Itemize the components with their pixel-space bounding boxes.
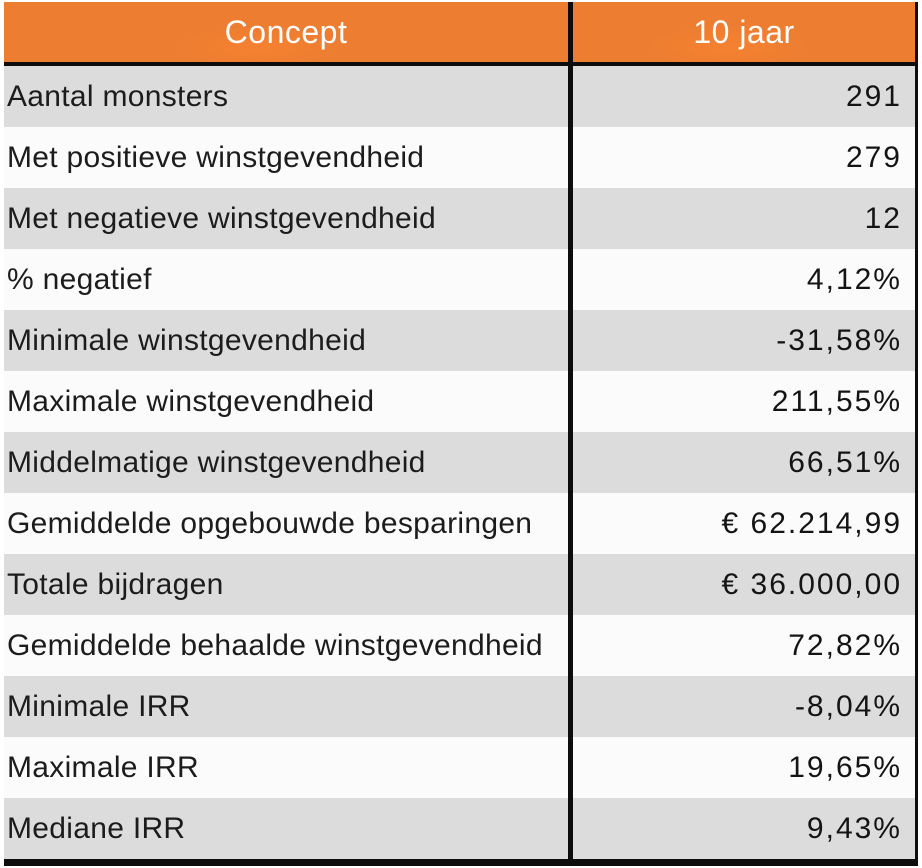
row-label: Middelmatige winstgevendheid [7, 445, 426, 479]
row-label: Met negatieve winstgevendheid [7, 201, 436, 235]
row-label: Aantal monsters [7, 79, 229, 113]
header-cell-period: 10 jaar [568, 2, 915, 62]
table-row: Maximale winstgevendheid 211,55% [4, 371, 915, 432]
row-label: Minimale winstgevendheid [7, 323, 367, 357]
row-label: % negatief [7, 262, 152, 296]
row-label: Met positieve winstgevendheid [7, 140, 425, 174]
table-row: % negatief 4,12% [4, 249, 915, 310]
row-label: Mediane IRR [7, 811, 186, 845]
row-value: 279 [845, 140, 902, 174]
results-table: Concept 10 jaar Aantal monsters 291 Met … [4, 2, 918, 866]
row-value: € 36.000,00 [721, 567, 902, 601]
table-row: Gemiddelde behaalde winstgevendheid 72,8… [4, 615, 915, 676]
row-label: Gemiddelde behaalde winstgevendheid [7, 628, 543, 662]
row-label: Gemiddelde opgebouwde besparingen [7, 506, 533, 540]
table-row: Maximale IRR 19,65% [4, 737, 915, 798]
row-value: 9,43% [806, 811, 902, 845]
header-period-label: 10 jaar [693, 13, 795, 50]
row-value: -8,04% [794, 689, 902, 723]
row-value: 211,55% [771, 384, 902, 418]
row-label: Maximale winstgevendheid [7, 384, 375, 418]
table-row: Gemiddelde opgebouwde besparingen € 62.2… [4, 493, 915, 554]
header-cell-concept: Concept [4, 2, 568, 62]
header-concept-label: Concept [224, 13, 348, 50]
row-value: 72,82% [788, 628, 902, 662]
row-value: 291 [845, 79, 902, 113]
row-label: Minimale IRR [7, 689, 191, 723]
row-value: 19,65% [788, 750, 902, 784]
table-row: Mediane IRR 9,43% [4, 798, 915, 859]
table-row: Met positieve winstgevendheid 279 [4, 127, 915, 188]
table-row: Minimale IRR -8,04% [4, 676, 915, 737]
row-value: -31,58% [776, 323, 902, 357]
row-value: 66,51% [788, 445, 902, 479]
header-row: Concept 10 jaar [4, 2, 915, 66]
table-row: Totale bijdragen € 36.000,00 [4, 554, 915, 615]
row-label: Totale bijdragen [7, 567, 224, 601]
row-label: Maximale IRR [7, 750, 199, 784]
table-row: Met negatieve winstgevendheid 12 [4, 188, 915, 249]
table-row: Minimale winstgevendheid -31,58% [4, 310, 915, 371]
table-row: Aantal monsters 291 [4, 66, 915, 127]
row-value: € 62.214,99 [721, 506, 902, 540]
table-row: Middelmatige winstgevendheid 66,51% [4, 432, 915, 493]
row-value: 4,12% [806, 262, 902, 296]
row-value: 12 [864, 201, 902, 235]
